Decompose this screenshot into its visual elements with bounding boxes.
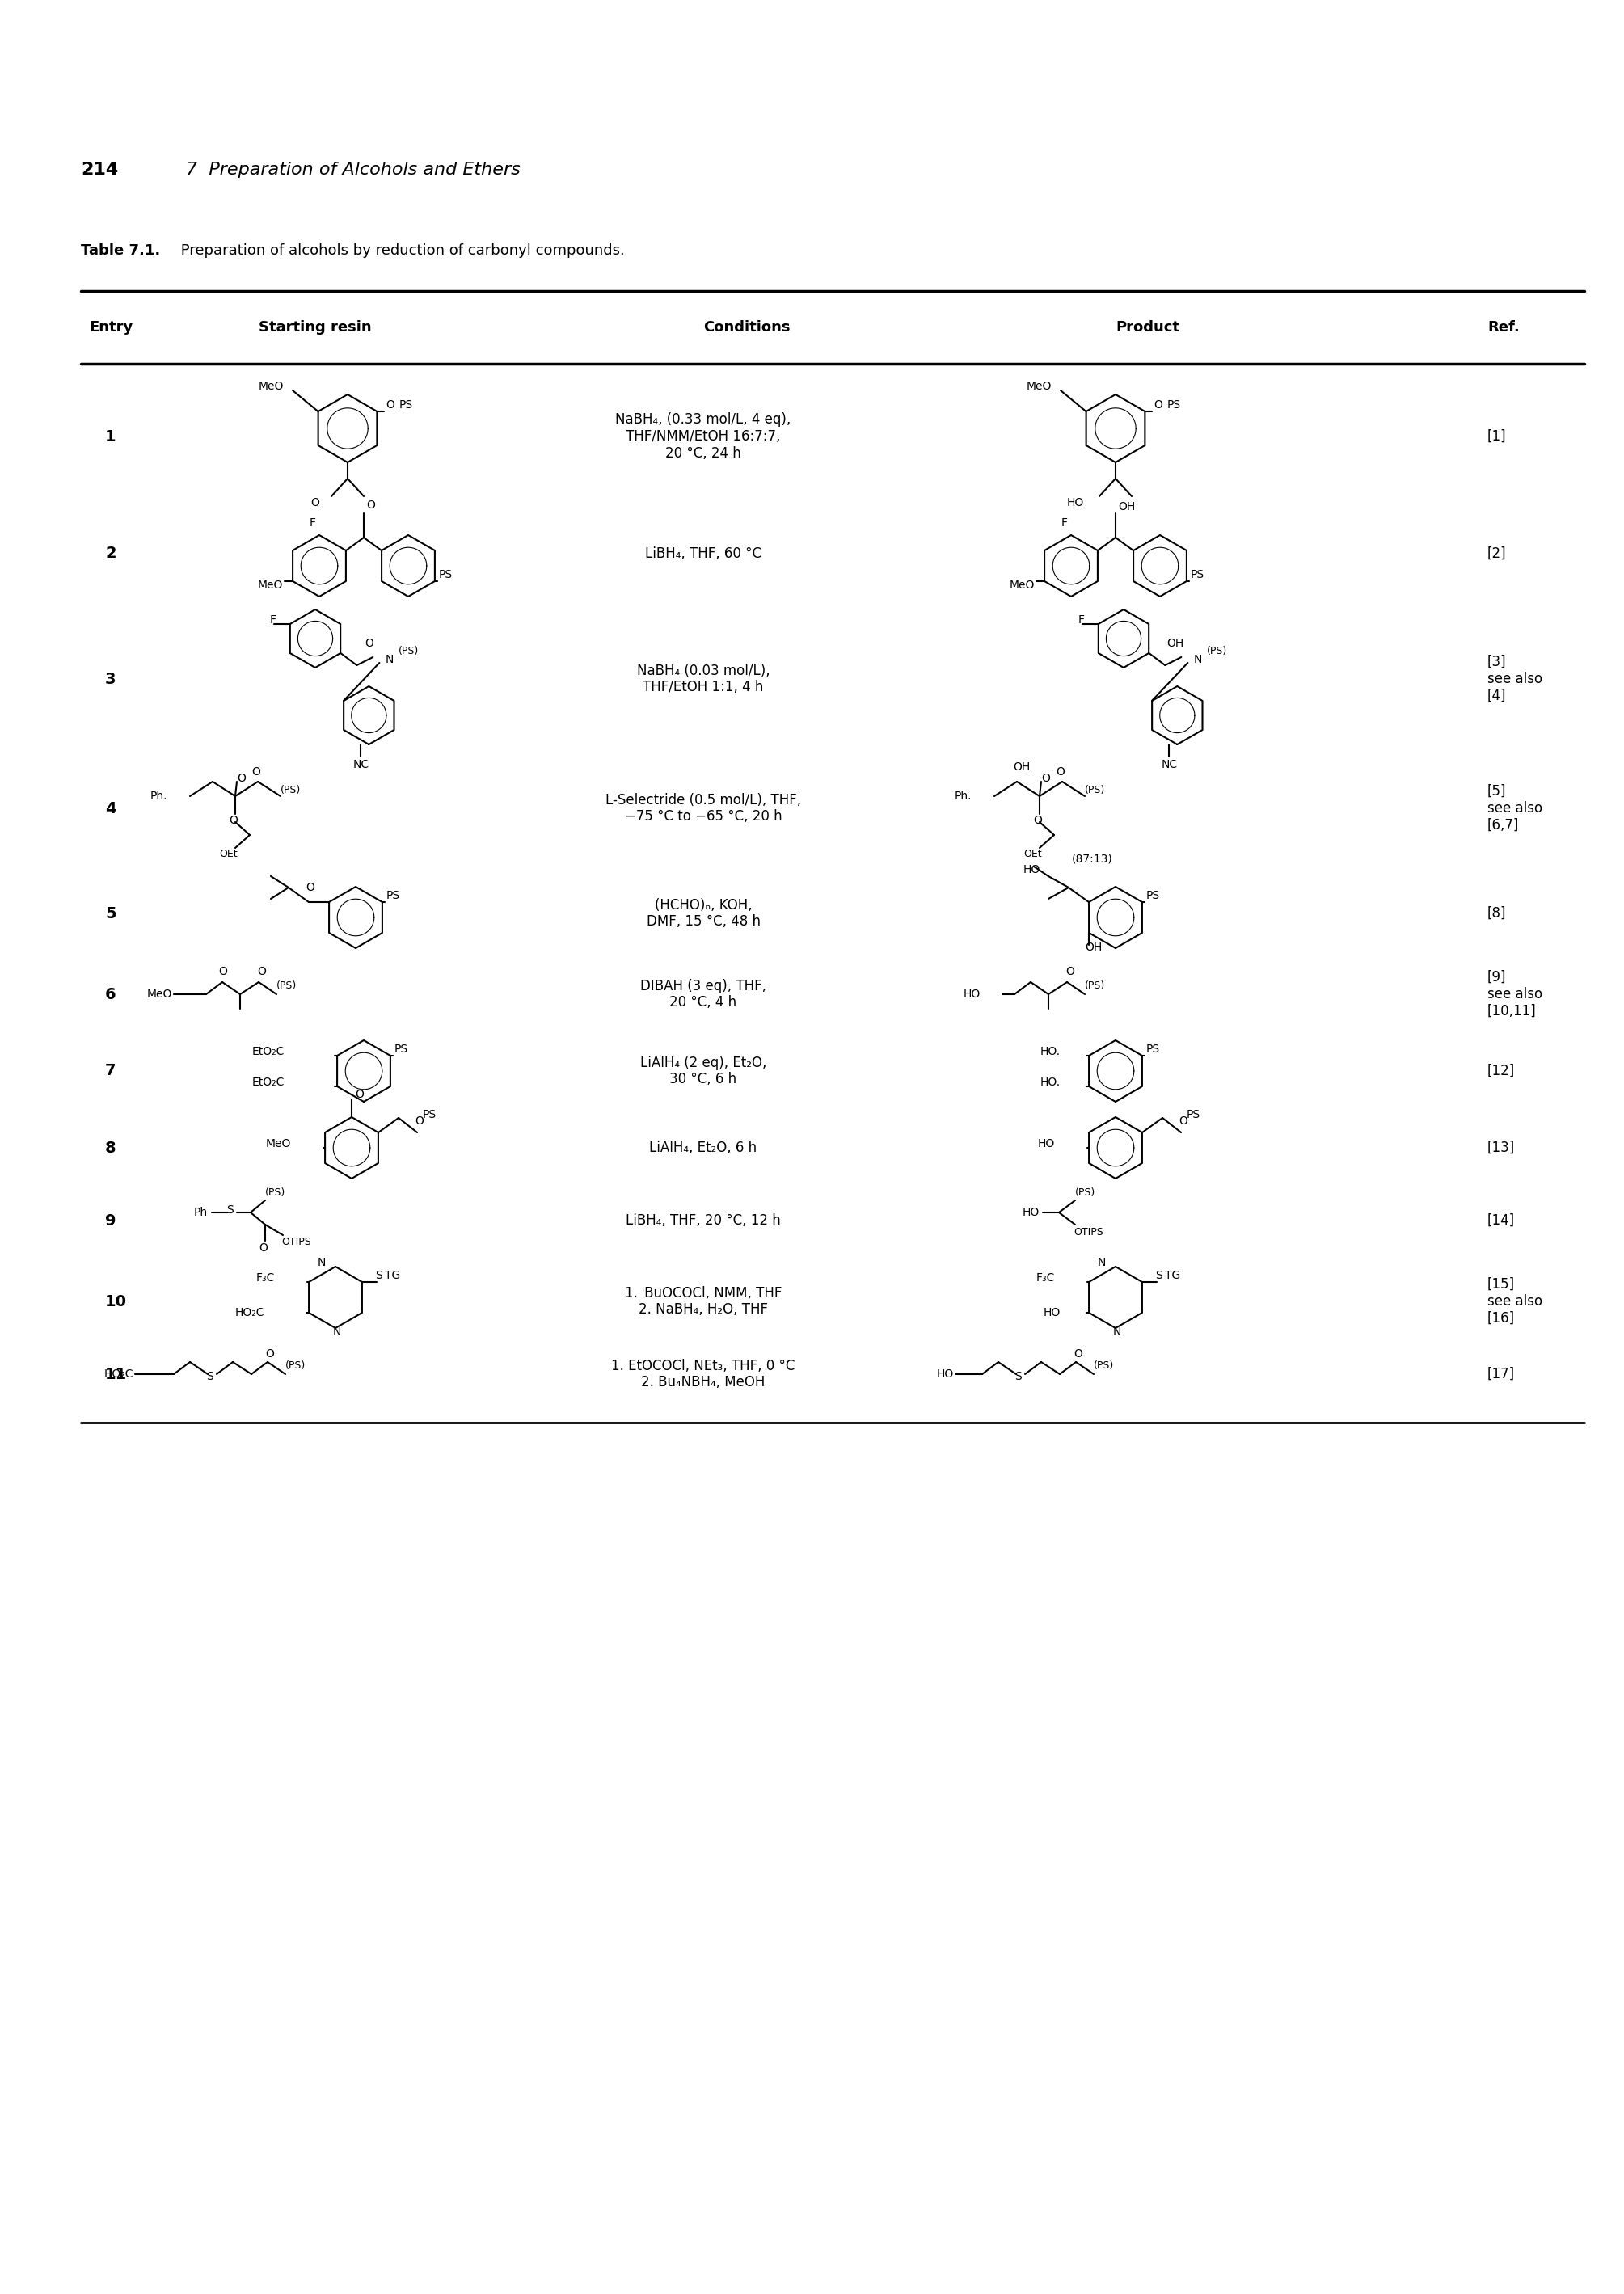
Text: OTIPS: OTIPS [1073,1227,1103,1239]
Text: 10: 10 [106,1294,127,1310]
Text: (PS): (PS) [1207,647,1228,656]
Text: OH: OH [1166,638,1184,649]
Text: NaBH₄, (0.33 mol/L, 4 eq),
THF/NMM/EtOH 16:7:7,
20 °C, 24 h: NaBH₄, (0.33 mol/L, 4 eq), THF/NMM/EtOH … [615,413,791,461]
Text: HO: HO [1038,1138,1056,1149]
Text: PS: PS [422,1108,437,1119]
Text: S: S [1155,1271,1163,1280]
Text: [13]: [13] [1488,1140,1515,1156]
Text: PS: PS [387,890,400,902]
Text: O: O [1056,766,1064,778]
Text: 1. EtOCOCl, NEt₃, THF, 0 °C
2. Bu₄NBH₄, MeOH: 1. EtOCOCl, NEt₃, THF, 0 °C 2. Bu₄NBH₄, … [611,1358,796,1390]
Text: O: O [252,766,260,778]
Text: (PS): (PS) [1093,1360,1114,1372]
Text: LiAlH₄ (2 eq), Et₂O,
30 °C, 6 h: LiAlH₄ (2 eq), Et₂O, 30 °C, 6 h [640,1055,767,1087]
Text: 6: 6 [106,986,115,1002]
Text: N: N [333,1326,341,1337]
Text: 1. ᴵBuOCOCl, NMM, THF
2. NaBH₄, H₂O, THF: 1. ᴵBuOCOCl, NMM, THF 2. NaBH₄, H₂O, THF [625,1285,781,1317]
Text: HO₂C: HO₂C [104,1370,133,1379]
Text: PS: PS [1168,399,1181,411]
Text: (PS): (PS) [1085,982,1106,991]
Text: O: O [1041,773,1051,785]
Text: [8]: [8] [1488,906,1507,920]
Text: 4: 4 [106,801,115,817]
Text: 7: 7 [106,1064,115,1078]
Text: S: S [206,1372,213,1383]
Text: F: F [270,615,276,626]
Text: F: F [1078,615,1085,626]
Text: MeO: MeO [266,1138,291,1149]
Text: HO₂C: HO₂C [235,1308,265,1319]
Text: OEt: OEt [1025,849,1043,860]
Text: HO: HO [937,1370,953,1379]
Text: MeO: MeO [258,580,283,592]
Text: [15]
see also
[16]: [15] see also [16] [1488,1278,1543,1326]
Text: OTIPS: OTIPS [281,1236,312,1248]
Text: S: S [375,1271,382,1280]
Text: PS: PS [1190,569,1205,580]
Text: O: O [257,966,266,977]
Text: PS: PS [1187,1108,1200,1119]
Text: 8: 8 [106,1140,115,1156]
Text: L-Selectride (0.5 mol/L), THF,
−75 °C to −65 °C, 20 h: L-Selectride (0.5 mol/L), THF, −75 °C to… [606,794,801,824]
Text: Table 7.1.: Table 7.1. [81,243,161,257]
Text: 2: 2 [106,546,115,562]
Text: [3]
see also
[4]: [3] see also [4] [1488,654,1543,702]
Text: F: F [1062,518,1069,528]
Text: HO.: HO. [1041,1076,1060,1087]
Text: OH: OH [1085,943,1103,952]
Text: O: O [1179,1115,1187,1126]
Text: O: O [414,1115,424,1126]
Text: (PS): (PS) [276,982,297,991]
Text: Ph.: Ph. [149,791,167,803]
Text: Product: Product [1116,321,1179,335]
Text: TG: TG [1164,1271,1181,1280]
Text: Ref.: Ref. [1488,321,1520,335]
Text: PS: PS [438,569,453,580]
Text: LiBH₄, THF, 60 °C: LiBH₄, THF, 60 °C [645,546,762,562]
Text: MeO: MeO [1026,381,1052,392]
Text: [14]: [14] [1488,1214,1515,1227]
Text: PS: PS [1147,890,1160,902]
Text: LiAlH₄, Et₂O, 6 h: LiAlH₄, Et₂O, 6 h [650,1140,757,1156]
Text: (PS): (PS) [400,647,419,656]
Text: [1]: [1] [1488,429,1507,443]
Text: NC: NC [352,759,369,771]
Text: (HCHO)ₙ, KOH,
DMF, 15 °C, 48 h: (HCHO)ₙ, KOH, DMF, 15 °C, 48 h [646,897,760,929]
Text: O: O [1153,399,1163,411]
Text: O: O [365,500,375,512]
Text: 214: 214 [81,161,119,179]
Text: [9]
see also
[10,11]: [9] see also [10,11] [1488,970,1543,1019]
Text: Entry: Entry [89,321,133,335]
Text: F₃C: F₃C [1036,1273,1056,1285]
Text: [2]: [2] [1488,546,1507,562]
Text: OH: OH [1117,500,1135,512]
Text: Ph: Ph [193,1207,208,1218]
Text: 11: 11 [106,1367,127,1381]
Text: Conditions: Conditions [703,321,791,335]
Text: O: O [356,1090,364,1101]
Text: PS: PS [1147,1044,1160,1055]
Text: OH: OH [1013,762,1030,773]
Text: 9: 9 [106,1214,115,1227]
Text: O: O [1033,814,1043,826]
Text: 1: 1 [106,429,115,445]
Text: HO: HO [1023,865,1041,876]
Text: (PS): (PS) [265,1188,286,1197]
Text: NC: NC [1161,759,1177,771]
Text: HO: HO [963,989,981,1000]
Text: MeO: MeO [146,989,172,1000]
Text: MeO: MeO [1010,580,1034,592]
Text: Starting resin: Starting resin [258,321,372,335]
Text: 5: 5 [106,906,115,922]
Text: [17]: [17] [1488,1367,1515,1381]
Text: (PS): (PS) [1085,785,1106,796]
Text: [5]
see also
[6,7]: [5] see also [6,7] [1488,785,1543,833]
Text: O: O [310,498,320,509]
Text: N: N [318,1257,326,1269]
Text: HO: HO [1023,1207,1039,1218]
Text: 3: 3 [106,672,115,686]
Text: F₃C: F₃C [257,1273,274,1285]
Text: PS: PS [395,1044,408,1055]
Text: O: O [229,814,239,826]
Text: LiBH₄, THF, 20 °C, 12 h: LiBH₄, THF, 20 °C, 12 h [625,1214,781,1227]
